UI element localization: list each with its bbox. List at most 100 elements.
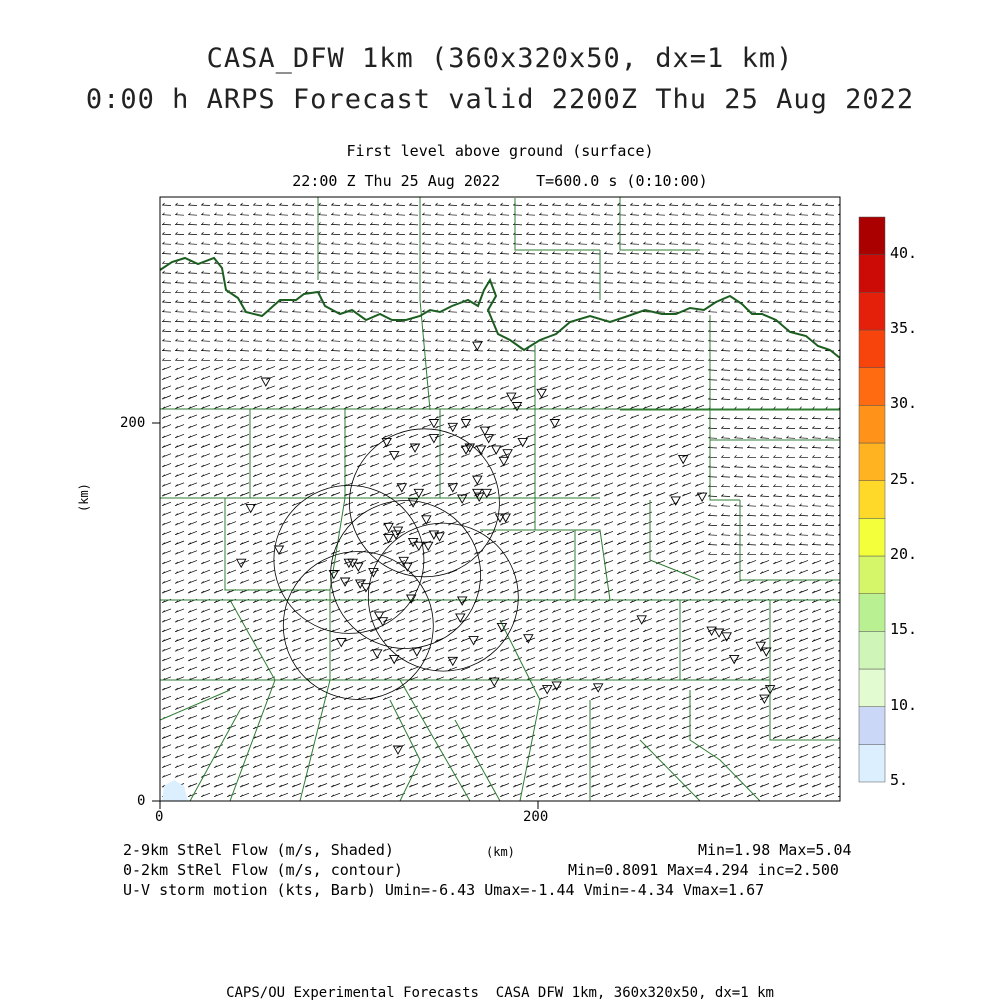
storm-marker (260, 377, 272, 387)
y-tick-label-200: 200 (120, 415, 146, 431)
storm-marker (407, 537, 419, 548)
storm-marker (428, 530, 440, 540)
colorbar-swatch (858, 631, 886, 670)
storm-marker (390, 530, 402, 540)
colorbar-label: 40. (890, 243, 918, 262)
storm-marker (464, 443, 476, 453)
colorbar-swatch (858, 518, 886, 557)
storm-marker (479, 426, 491, 437)
storm-marker (447, 656, 459, 667)
storm-marker (494, 513, 506, 523)
storm-marker (473, 492, 485, 503)
storm-marker (273, 545, 285, 555)
storm-marker (368, 568, 379, 578)
colorbar-label: 30. (890, 394, 918, 413)
storm-marker (541, 685, 553, 695)
storm-marker (721, 632, 732, 642)
title-line-1: CASA_DFW 1km (360x320x50, dx=1 km) (206, 43, 794, 74)
storm-marker (371, 649, 383, 659)
storm-marker (755, 641, 766, 652)
colorbar-swatch (858, 216, 886, 255)
footer-shaded-field: 2-9km StRel Flow (m/s, Shaded) (123, 841, 394, 859)
storm-marker (764, 685, 776, 695)
county-line (160, 689, 231, 721)
storm-marker (336, 638, 347, 648)
storm-marker (517, 437, 528, 448)
storm-marker (405, 594, 417, 604)
storm-marker (455, 613, 466, 623)
storm-marker (500, 513, 511, 523)
colorbar-label: 5. (890, 771, 909, 789)
county-line (689, 690, 761, 801)
storm-marker (498, 456, 510, 467)
county-line (419, 197, 431, 411)
county-line (224, 498, 330, 591)
storm-marker (447, 483, 459, 493)
colorbar-swatch (858, 442, 886, 481)
contour-ring (348, 428, 500, 578)
footer-shaded-stats: Min=1.98 Max=5.04 (698, 841, 852, 859)
red-river-boundary (160, 256, 840, 359)
storm-marker (489, 677, 500, 688)
storm-marker (706, 626, 717, 637)
county-line (499, 619, 541, 801)
storm-marker (549, 419, 561, 429)
storm-marker (475, 445, 487, 455)
colorbar-swatch (858, 405, 886, 444)
storm-marker (523, 634, 534, 644)
county-line (739, 500, 840, 581)
storm-marker (713, 628, 725, 638)
county-line (769, 600, 840, 741)
county-line (514, 198, 600, 251)
storm-marker (468, 636, 479, 646)
storm-marker (536, 388, 547, 399)
storm-marker (490, 445, 502, 455)
storm-marker (381, 437, 392, 448)
storm-marker (413, 488, 425, 499)
contour-ring (330, 500, 482, 649)
county-line (639, 739, 701, 801)
storm-marker (472, 475, 483, 486)
y-tick-label-0: 0 (137, 793, 146, 809)
contour-ring (273, 485, 425, 634)
colorbar-swatch (858, 668, 886, 707)
colorbar-swatch (858, 744, 886, 783)
contour-ring (282, 551, 434, 700)
storm-marker (728, 654, 740, 665)
storm-marker (235, 558, 247, 569)
x-tick-label-0: 0 (155, 809, 164, 825)
storm-marker (421, 515, 432, 525)
subtitle-line-2: 22:00 Z Thu 25 Aug 2022 T=600.0 s (0:10:… (292, 172, 708, 190)
storm-marker (551, 681, 562, 691)
storm-marker (511, 402, 523, 412)
storm-marker (759, 694, 770, 705)
shaded-patch (162, 780, 188, 801)
x-tick-label-200: 200 (523, 809, 549, 825)
colorbar-label: 10. (890, 695, 918, 714)
storm-marker (383, 534, 394, 544)
storm-marker (447, 422, 459, 433)
storm-marker (409, 443, 421, 453)
colorbar-swatch (858, 706, 886, 745)
storm-marker (592, 683, 604, 693)
storm-marker (422, 541, 434, 552)
storm-marker (407, 498, 419, 508)
shaded-region (162, 780, 188, 801)
footer-credit: CAPS/OU Experimental Forecasts CASA DFW … (226, 985, 774, 1001)
storm-marker (377, 617, 389, 627)
storm-marker (328, 570, 340, 580)
storm-marker (496, 622, 508, 633)
storm-marker (677, 454, 689, 465)
plot-frame (159, 196, 841, 802)
storm-marker (761, 647, 772, 657)
storm-marker (392, 745, 404, 755)
storm-marker (481, 488, 493, 499)
storm-marker (373, 611, 385, 621)
storm-marker (245, 503, 256, 514)
colorbar-label: 25. (890, 469, 918, 488)
x-axis-label: (km) (486, 845, 515, 859)
y-axis-label: (km) (77, 483, 91, 512)
storm-marker (388, 654, 400, 665)
county-line (649, 500, 701, 581)
